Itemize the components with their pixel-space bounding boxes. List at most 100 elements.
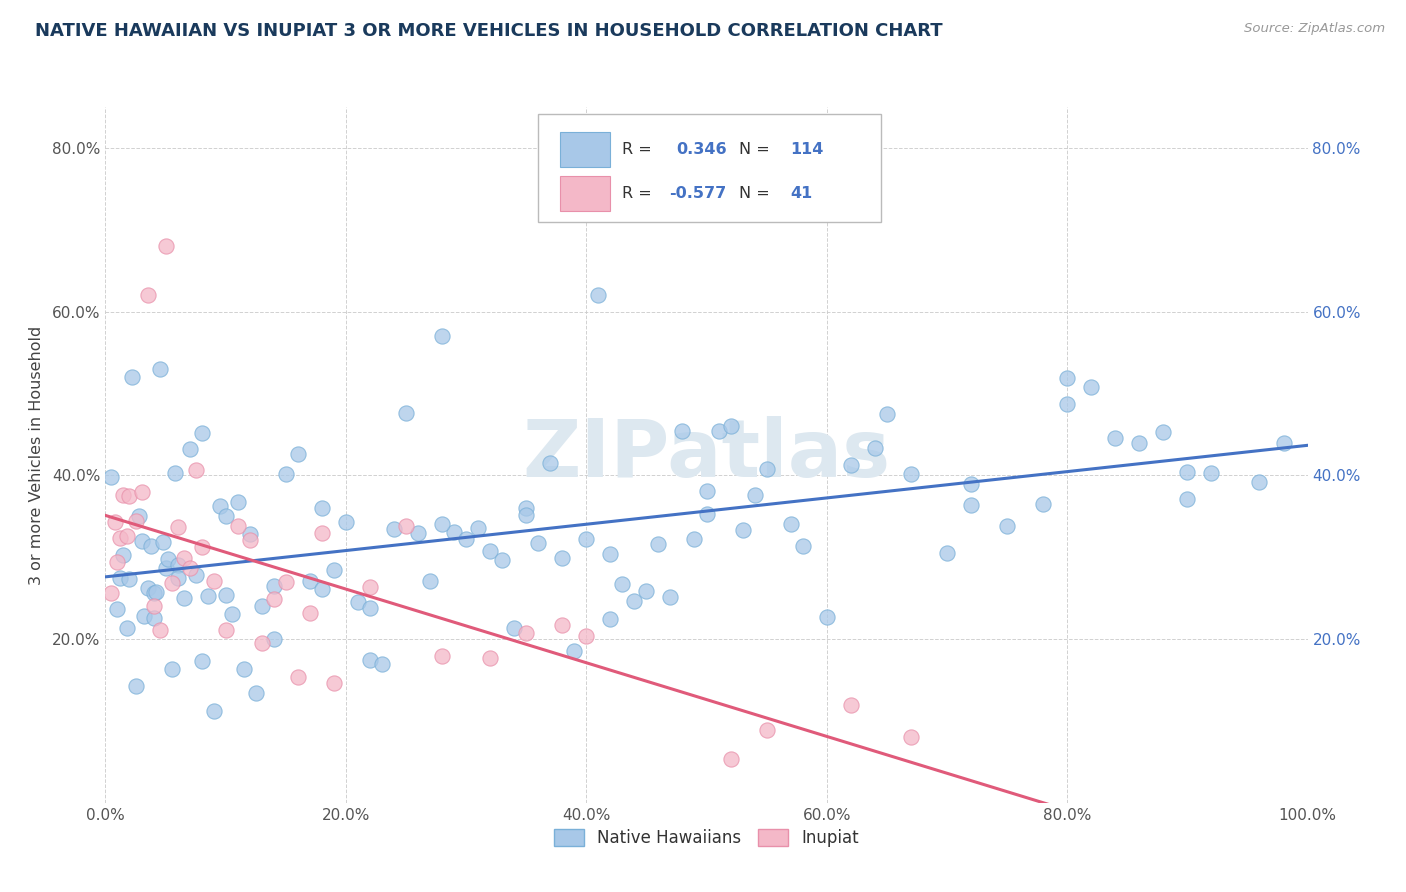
Point bbox=[142, 611, 165, 625]
Point bbox=[202, 574, 225, 588]
Point bbox=[395, 406, 418, 420]
Point bbox=[551, 618, 574, 632]
Point bbox=[136, 581, 159, 595]
Point bbox=[659, 590, 682, 604]
Point bbox=[148, 624, 170, 638]
Point bbox=[599, 612, 621, 626]
Point bbox=[1175, 492, 1198, 507]
Point bbox=[1152, 425, 1174, 440]
Point bbox=[179, 442, 201, 456]
Point bbox=[190, 654, 212, 668]
Point bbox=[467, 521, 489, 535]
Point bbox=[121, 370, 143, 384]
Point bbox=[250, 635, 273, 649]
Point bbox=[527, 536, 550, 550]
Text: N =: N = bbox=[740, 186, 775, 201]
Text: R =: R = bbox=[623, 142, 657, 157]
Point bbox=[1249, 475, 1271, 489]
Point bbox=[311, 525, 333, 540]
Point bbox=[115, 621, 138, 635]
Point bbox=[1032, 497, 1054, 511]
Point bbox=[876, 408, 898, 422]
Point bbox=[139, 539, 162, 553]
Point bbox=[839, 698, 862, 712]
Point bbox=[647, 537, 669, 551]
Point bbox=[995, 519, 1018, 533]
Point bbox=[142, 586, 165, 600]
Point bbox=[382, 522, 405, 536]
Point bbox=[112, 548, 135, 562]
Point bbox=[636, 584, 658, 599]
Text: N =: N = bbox=[740, 142, 775, 157]
Point bbox=[118, 489, 141, 503]
Point bbox=[1201, 467, 1223, 481]
Point bbox=[298, 574, 321, 589]
Point bbox=[190, 540, 212, 554]
Point bbox=[1104, 431, 1126, 445]
Point bbox=[131, 534, 153, 549]
Point bbox=[479, 543, 502, 558]
Point bbox=[155, 561, 177, 575]
Point bbox=[214, 509, 236, 524]
Point bbox=[900, 731, 922, 745]
Point bbox=[731, 523, 754, 537]
Point bbox=[960, 499, 983, 513]
Point bbox=[166, 558, 188, 572]
Point bbox=[104, 515, 127, 529]
Text: -0.577: -0.577 bbox=[669, 186, 727, 201]
Point bbox=[335, 516, 357, 530]
Point bbox=[112, 488, 135, 502]
Point bbox=[515, 501, 537, 516]
Point bbox=[152, 534, 174, 549]
Point bbox=[347, 595, 370, 609]
Point bbox=[588, 288, 610, 302]
Point bbox=[815, 610, 838, 624]
Point bbox=[145, 584, 167, 599]
Point bbox=[239, 527, 262, 541]
Point bbox=[160, 662, 183, 676]
Point bbox=[575, 532, 598, 546]
Point bbox=[359, 653, 381, 667]
Point bbox=[148, 362, 170, 376]
Point bbox=[839, 458, 862, 473]
Point bbox=[443, 524, 465, 539]
Point bbox=[720, 752, 742, 766]
Point bbox=[755, 723, 778, 737]
Point bbox=[263, 579, 285, 593]
Point bbox=[395, 518, 418, 533]
Point bbox=[430, 649, 453, 664]
Point bbox=[100, 586, 122, 600]
Point bbox=[359, 600, 381, 615]
Point bbox=[960, 476, 983, 491]
Point bbox=[1175, 465, 1198, 479]
Point bbox=[184, 463, 207, 477]
Point bbox=[115, 528, 138, 542]
Point bbox=[184, 568, 207, 582]
Point bbox=[274, 467, 297, 481]
Text: R =: R = bbox=[623, 186, 657, 201]
Point bbox=[197, 589, 219, 603]
Point bbox=[118, 572, 141, 586]
Point bbox=[132, 609, 155, 624]
Point bbox=[322, 676, 344, 690]
Point bbox=[1272, 436, 1295, 450]
Point bbox=[538, 456, 561, 470]
Point bbox=[671, 424, 693, 438]
Point bbox=[551, 550, 574, 565]
Point bbox=[239, 533, 262, 547]
Point bbox=[1128, 435, 1150, 450]
Point bbox=[124, 680, 146, 694]
Point bbox=[454, 532, 477, 546]
Point bbox=[165, 467, 187, 481]
Text: 41: 41 bbox=[790, 186, 813, 201]
Point bbox=[371, 657, 394, 672]
Y-axis label: 3 or more Vehicles in Household: 3 or more Vehicles in Household bbox=[28, 326, 44, 584]
Point bbox=[202, 704, 225, 718]
Point bbox=[124, 514, 146, 528]
Point bbox=[136, 288, 159, 302]
Point bbox=[707, 424, 730, 438]
Point bbox=[419, 574, 441, 588]
Text: ZIPatlas: ZIPatlas bbox=[523, 416, 890, 494]
Point bbox=[214, 623, 236, 637]
Point bbox=[245, 686, 267, 700]
